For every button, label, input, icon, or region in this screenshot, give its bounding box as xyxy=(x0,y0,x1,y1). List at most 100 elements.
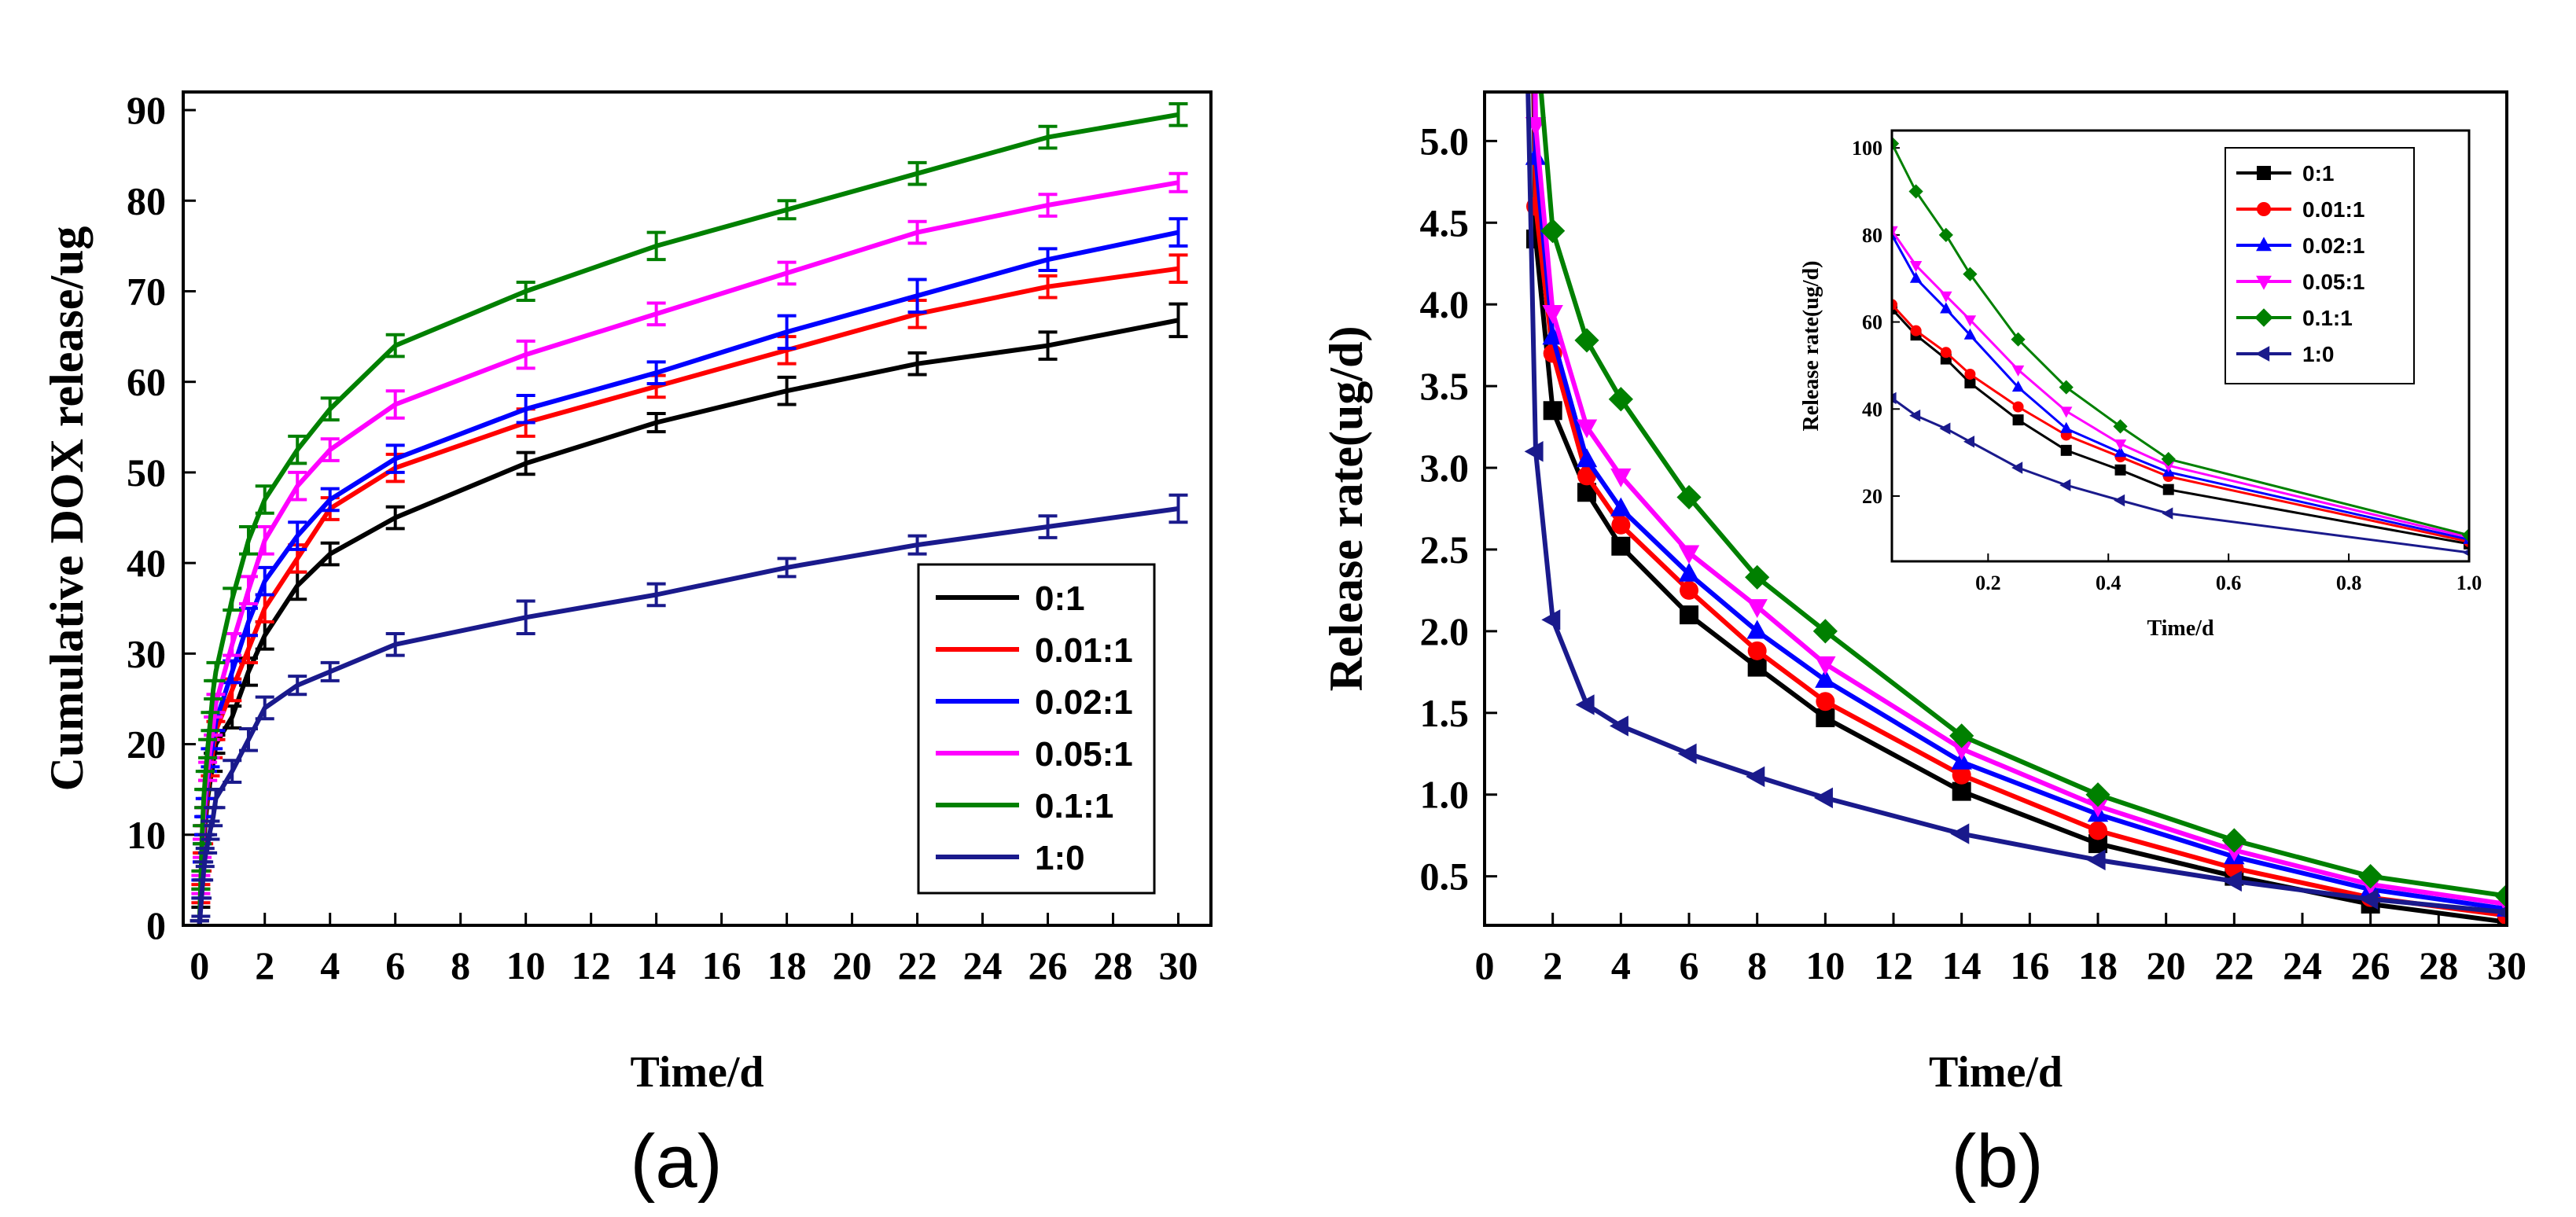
y-tick-label: 60 xyxy=(127,360,166,404)
inset-data-point xyxy=(2114,494,2125,507)
inset-data-point xyxy=(1892,226,1898,237)
data-point xyxy=(1543,401,1562,421)
data-point xyxy=(1610,468,1632,487)
inset-data-point xyxy=(2060,406,2073,418)
y-tick-label: 80 xyxy=(127,178,166,222)
data-point xyxy=(2221,828,2247,853)
inset-y-tick-label: 100 xyxy=(1852,137,1882,160)
data-point xyxy=(2087,798,2109,818)
x-tick-label: 30 xyxy=(2487,943,2526,987)
inset-legend-label: 0.02:1 xyxy=(2302,233,2364,258)
inset-legend-marker xyxy=(2257,202,2271,216)
inset-data-point xyxy=(2162,507,2173,520)
data-point xyxy=(1745,564,1770,590)
x-tick-label: 30 xyxy=(1159,943,1198,987)
x-tick-label: 10 xyxy=(506,943,546,987)
data-point xyxy=(1576,419,1598,439)
data-point xyxy=(1812,619,1838,644)
x-tick-label: 24 xyxy=(963,943,1003,987)
inset-data-point xyxy=(2461,528,2469,542)
data-point xyxy=(1950,823,1970,844)
data-point xyxy=(1523,14,1547,39)
inset-x-tick-label: 0.6 xyxy=(2216,572,2242,594)
inset-data-point xyxy=(2114,446,2127,458)
inset-data-point xyxy=(2011,381,2025,392)
panel-label-a: (a) xyxy=(630,1120,722,1204)
inset-data-point xyxy=(1910,325,1922,336)
data-point xyxy=(2088,834,2107,854)
data-point xyxy=(1542,304,1563,324)
inset-data-point xyxy=(2011,461,2023,474)
x-tick-label: 12 xyxy=(1874,943,1913,987)
inset-y-tick-label: 20 xyxy=(1862,485,1882,508)
data-point xyxy=(1609,715,1628,737)
data-point xyxy=(1542,325,1563,345)
data-point xyxy=(1677,743,1697,764)
inset-data-point xyxy=(1963,267,1978,281)
plot-frame-a xyxy=(182,90,1213,927)
inset-legend-marker xyxy=(2257,166,2271,180)
inset-legend-label: 0.01:1 xyxy=(2302,197,2364,222)
panel-b: 0 2 4 6 8 10 12 14 16 18 20 22 24 26 28 300.51.01.52.02… xyxy=(1320,14,2526,1097)
y-tick-label: 40 xyxy=(127,541,166,585)
x-tick-label: 4 xyxy=(320,943,340,987)
inset-x-tick-label: 0.2 xyxy=(1975,572,2001,594)
y-tick-label: 30 xyxy=(127,631,166,675)
data-point xyxy=(1611,515,1631,535)
data-point xyxy=(1678,562,1700,582)
x-tick-label: 8 xyxy=(1747,943,1767,987)
y-tick-label: 4.5 xyxy=(1420,200,1470,245)
data-point xyxy=(2359,888,2379,910)
data-point xyxy=(2495,906,2507,919)
inset-legend-marker xyxy=(2256,275,2272,290)
y-tick-label: 70 xyxy=(127,269,166,313)
y-axis-title: Release rate(ug/d) xyxy=(1320,326,1372,692)
inset-data-point xyxy=(1964,368,1976,380)
data-point xyxy=(2085,782,2110,807)
data-point xyxy=(1816,692,1835,711)
data-point xyxy=(1815,656,1836,675)
inset-legend-label: 1:0 xyxy=(2302,342,2334,366)
data-point xyxy=(1951,741,1972,760)
data-point xyxy=(2358,864,2383,889)
inset-data-point xyxy=(1938,227,1953,242)
data-point xyxy=(1952,765,1971,785)
inset-legend-marker xyxy=(2256,237,2272,252)
x-tick-label: 12 xyxy=(572,943,611,987)
y-tick-label: 2.5 xyxy=(1420,528,1470,572)
legend-label: 0.02:1 xyxy=(1035,683,1133,722)
data-point xyxy=(1680,605,1698,625)
y-tick-label: 1.0 xyxy=(1420,773,1470,817)
data-point xyxy=(1746,766,1765,788)
data-point xyxy=(1746,599,1768,619)
inset-data-point xyxy=(1909,409,1921,422)
inset-data-point xyxy=(1940,291,1952,303)
x-tick-label: 18 xyxy=(2078,943,2118,987)
inset-data-point xyxy=(1964,377,1976,389)
inset-data-point xyxy=(2012,401,2024,413)
y-axis-title: Cumulative DOX release/ug xyxy=(41,226,93,792)
inset-legend-label: 0.05:1 xyxy=(2302,270,2364,294)
inset-y-tick-label: 40 xyxy=(1862,398,1882,421)
data-point xyxy=(1576,448,1598,468)
inset-legend-box xyxy=(2225,147,2415,384)
x-tick-label: 28 xyxy=(2419,943,2458,987)
data-point xyxy=(1678,545,1700,564)
y-tick-label: 0.5 xyxy=(1420,855,1470,899)
x-tick-label: 0 xyxy=(1475,943,1495,987)
x-tick-label: 16 xyxy=(2010,943,2049,987)
x-tick-label: 10 xyxy=(1805,943,1845,987)
plot-frame-b xyxy=(1483,90,2508,927)
inset-series-0.05:1 xyxy=(1892,226,2469,544)
x-tick-label: 8 xyxy=(451,943,470,987)
inset-x-axis-title: Time/d xyxy=(2147,616,2214,641)
series-0.1:1 xyxy=(1523,14,2507,909)
x-tick-label: 24 xyxy=(2283,943,2322,987)
y-tick-label: 0 xyxy=(146,903,166,947)
legend-label: 0:1 xyxy=(1035,579,1085,618)
x-tick-label: 4 xyxy=(1611,943,1631,987)
inset-data-point xyxy=(2113,419,2128,434)
x-tick-label: 20 xyxy=(2147,943,2186,987)
data-point xyxy=(1815,668,1836,688)
